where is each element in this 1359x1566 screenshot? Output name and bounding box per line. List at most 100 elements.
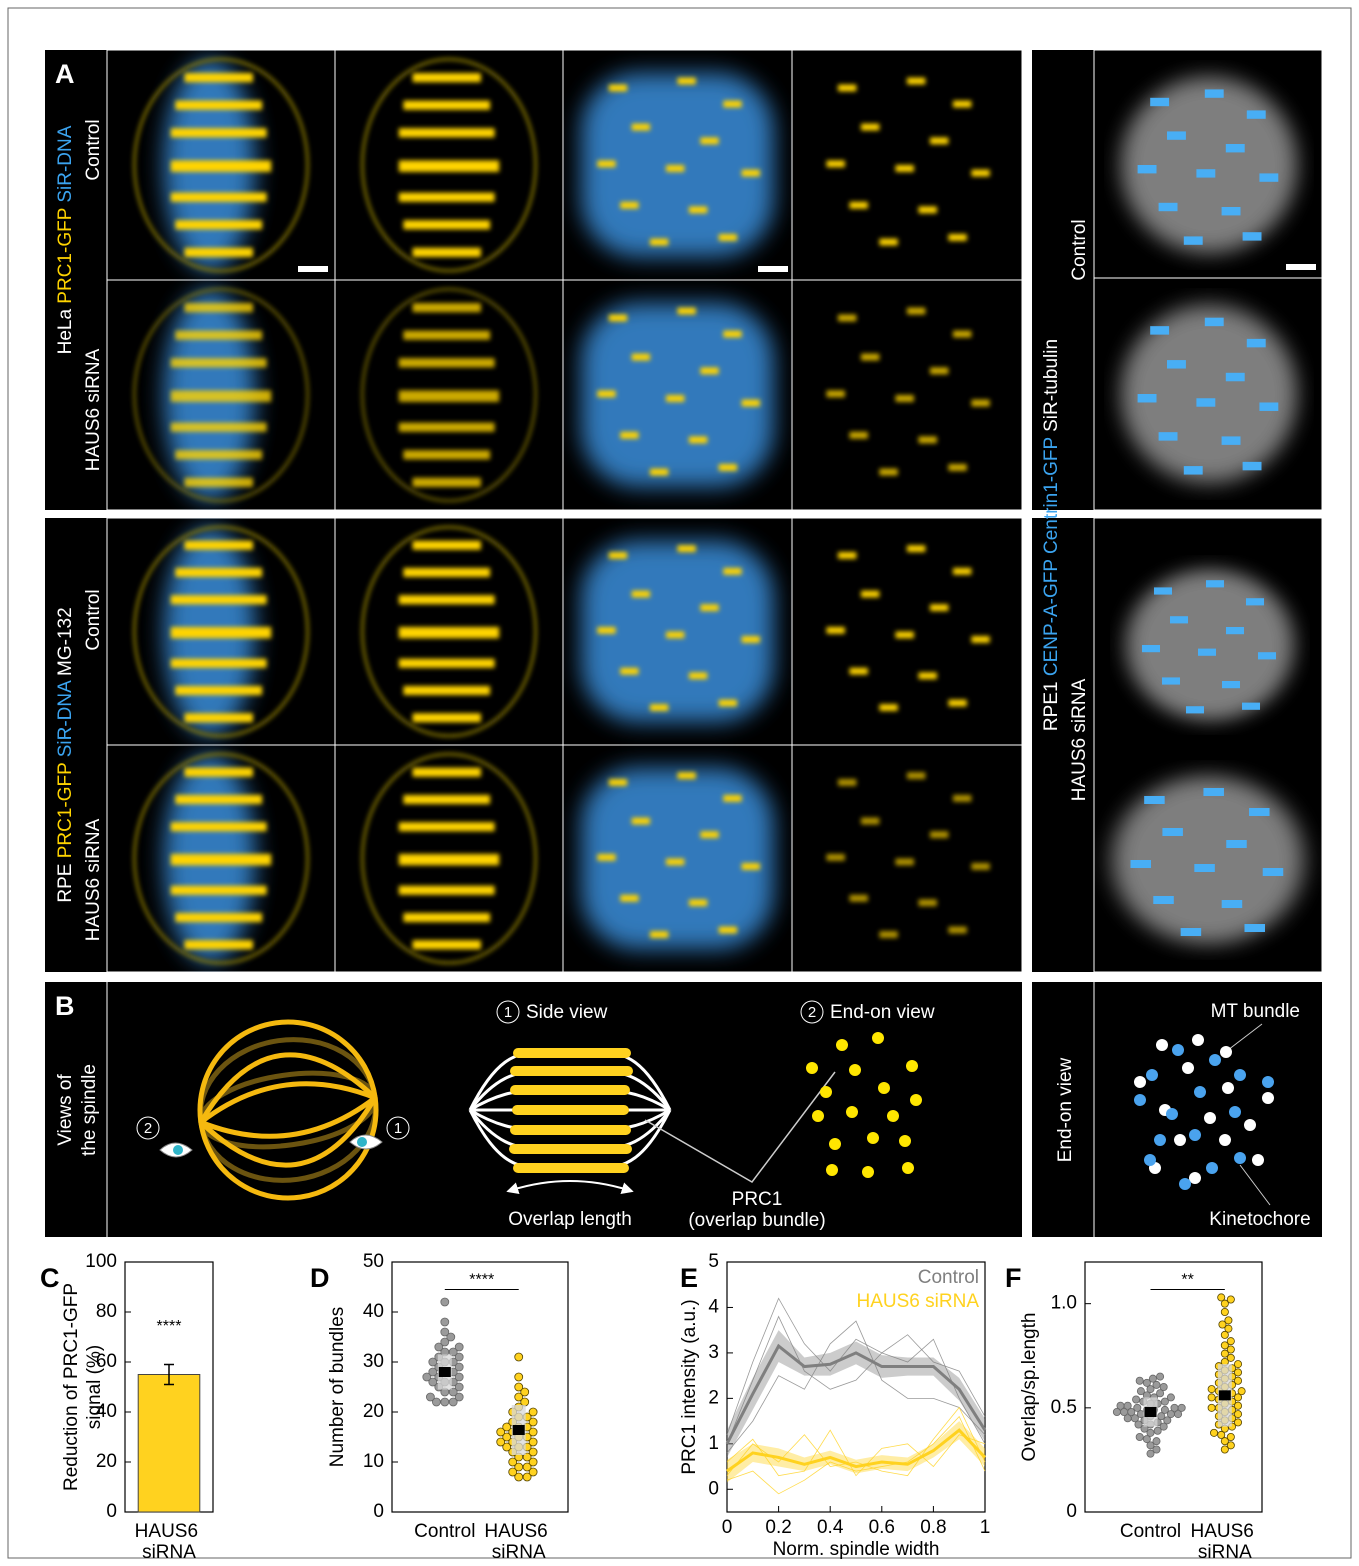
- y-axis-label: Overlap/sp.length: [1019, 1313, 1040, 1462]
- data-point: [1238, 1388, 1245, 1395]
- dot: [906, 1060, 918, 1072]
- dot: [812, 1110, 824, 1122]
- y-axis-label: PRC1 intensity (a.u.): [679, 1299, 700, 1474]
- x-tick-label: 0.8: [920, 1517, 946, 1538]
- data-point: [1149, 1375, 1156, 1382]
- dot: [1204, 1112, 1216, 1124]
- view-title: Side view: [526, 1002, 608, 1023]
- condition-label: HAUS6 siRNA: [1069, 678, 1090, 801]
- label-line: siRNA: [492, 1542, 546, 1563]
- row-label: Views of: [55, 1074, 76, 1146]
- eye-number: 2: [144, 1120, 152, 1137]
- significance: ****: [157, 1318, 182, 1335]
- x-tick-label: 0.4: [817, 1517, 844, 1538]
- overlap-bundles: [514, 1053, 628, 1168]
- data-point: [1208, 1385, 1215, 1392]
- label-line: siRNA: [142, 1542, 196, 1563]
- panel-letter: B: [55, 991, 75, 1021]
- y-tick-label: 40: [363, 1301, 384, 1322]
- data-point: [1210, 1429, 1217, 1436]
- view-title: End-on view: [830, 1002, 935, 1023]
- x-tick-label: HAUS6 siRNA: [484, 1521, 553, 1563]
- data-point: [1161, 1406, 1168, 1413]
- scale-bar: [758, 266, 788, 272]
- x-tick-label: HAUS6 siRNA: [1191, 1521, 1260, 1563]
- marker: SiR-DNA: [55, 125, 76, 202]
- dot: [902, 1162, 914, 1174]
- y-tick-label: 80: [96, 1301, 117, 1322]
- dot: [1222, 1082, 1234, 1094]
- data-point: [1160, 1383, 1167, 1390]
- y-tick-label: 0: [708, 1478, 719, 1499]
- data-point: [515, 1373, 523, 1381]
- panel-letter: F: [1005, 1263, 1022, 1293]
- data-point: [1136, 1433, 1143, 1440]
- y-tick-label: 0: [1066, 1501, 1077, 1522]
- dot: [1234, 1069, 1246, 1081]
- plot-frame: [392, 1262, 568, 1512]
- drug: MG-132: [55, 607, 76, 676]
- x-tick-label: 0.2: [765, 1517, 791, 1538]
- data-point: [1124, 1402, 1131, 1409]
- dot: [1182, 1062, 1194, 1074]
- marker: Centrin1-GFP: [1041, 437, 1062, 554]
- y-tick-label: 50: [363, 1251, 384, 1272]
- mean-marker: [439, 1367, 451, 1377]
- dot: [878, 1082, 890, 1094]
- scale-bar: [1286, 264, 1316, 270]
- dot: [1189, 1172, 1201, 1184]
- data-point: [1137, 1388, 1144, 1395]
- dot: [1234, 1152, 1246, 1164]
- eye-icon: [357, 1137, 367, 1147]
- prc1-label: PRC1: [732, 1189, 783, 1210]
- y-tick-label: 3: [708, 1342, 719, 1363]
- dot: [1189, 1129, 1201, 1141]
- row-label: HeLa PRC1-GFP SiR-DNA: [55, 125, 76, 354]
- dot: [910, 1094, 922, 1106]
- dot: [887, 1110, 899, 1122]
- mean-marker: [1144, 1407, 1156, 1417]
- mean-marker: [513, 1425, 525, 1435]
- data-point: [1208, 1394, 1215, 1401]
- marker: PRC1-GFP: [55, 763, 76, 859]
- data-point: [1221, 1308, 1228, 1315]
- x-tick-label: Control: [414, 1521, 475, 1542]
- scale-bar: [298, 266, 328, 272]
- view-number: 1: [504, 1004, 512, 1021]
- data-point: [1227, 1433, 1234, 1440]
- dot: [1262, 1092, 1274, 1104]
- row-label: RPE1 CENP-A-GFP Centrin1-GFP SiR-tubulin: [1041, 339, 1062, 731]
- condition-label: Control: [83, 589, 104, 650]
- prc1-label: (overlap bundle): [688, 1210, 825, 1231]
- data-point: [1178, 1404, 1185, 1411]
- figure: A HeLa PRC1-GFP SiR-DNA Control HAUS6 si…: [0, 0, 1359, 1566]
- dot: [836, 1039, 848, 1051]
- data-point: [441, 1398, 449, 1406]
- dot: [1206, 1162, 1218, 1174]
- significance: **: [1181, 1272, 1193, 1289]
- overlap-length-label: Overlap length: [508, 1209, 632, 1230]
- label-line: HAUS6: [135, 1521, 204, 1542]
- marker: PRC1-GFP: [55, 208, 76, 304]
- cell-line: RPE1: [1041, 681, 1062, 731]
- cell-line: HeLa: [55, 309, 76, 355]
- bar: [138, 1375, 200, 1513]
- dot: [1134, 1094, 1146, 1106]
- y-tick-label: 0: [373, 1501, 384, 1522]
- dot: [1172, 1044, 1184, 1056]
- cell-line: RPE: [55, 864, 76, 903]
- dot: [862, 1166, 874, 1178]
- y-axis-label: signal (%): [84, 1345, 105, 1429]
- data-point: [1234, 1360, 1241, 1367]
- y-tick-label: 5: [708, 1251, 719, 1272]
- row-label: the spindle: [79, 1064, 100, 1156]
- data-point: [441, 1318, 449, 1326]
- y-tick-label: 20: [363, 1401, 384, 1422]
- data-point: [441, 1328, 449, 1336]
- data-point: [1171, 1404, 1178, 1411]
- dot: [1262, 1076, 1274, 1088]
- dot: [846, 1106, 858, 1118]
- dot: [1134, 1076, 1146, 1088]
- dot: [1220, 1046, 1232, 1058]
- data-point: [1218, 1294, 1225, 1301]
